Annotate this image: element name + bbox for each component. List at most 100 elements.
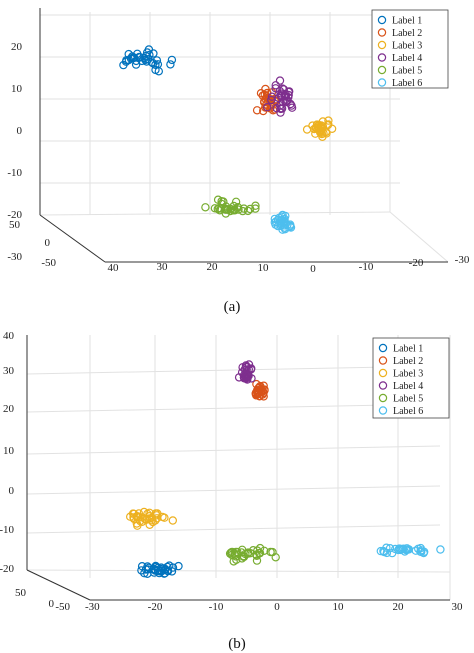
panel-b-grid: [26, 335, 451, 600]
legend-marker-6: [377, 78, 387, 87]
legend-label-5: Label 5: [392, 66, 422, 77]
panel-b-axes: [26, 335, 450, 601]
point-a-1: [119, 60, 128, 70]
legend-label-1: Label 1: [393, 344, 423, 355]
panel-b-y-ticks: 50 0 -50: [15, 587, 70, 613]
b-ztick-40: 40: [3, 330, 15, 342]
point-a-2: [261, 84, 270, 94]
legend-label-5: Label 5: [393, 394, 423, 405]
b-xtick-30: 30: [452, 601, 464, 613]
legend-label-3: Label 3: [392, 41, 422, 52]
legend-marker-5: [377, 65, 387, 75]
point-b-3: [153, 509, 162, 518]
b-ytick-m50: -50: [55, 601, 70, 613]
b-ztick-10: 10: [3, 445, 15, 457]
point-b-1: [163, 562, 172, 572]
point-b-3: [145, 520, 154, 530]
a-xtick-m30: -30: [455, 254, 470, 266]
point-a-4: [276, 101, 285, 110]
legend-label-4: Label 4: [392, 53, 422, 64]
point-b-6: [388, 548, 397, 558]
point-b-5: [227, 550, 236, 560]
point-b-1: [151, 561, 160, 571]
point-a-1: [166, 60, 175, 69]
panel-a-points: [119, 45, 337, 234]
legend-label-4: Label 4: [393, 381, 423, 392]
point-a-3: [302, 125, 312, 134]
point-b-1: [137, 566, 146, 575]
a-xtick-m10: -10: [359, 261, 374, 273]
point-a-4: [267, 95, 276, 105]
legend-marker-5: [378, 393, 388, 403]
point-b-6: [385, 544, 395, 553]
panel-a-axes: [39, 8, 448, 263]
point-b-1: [174, 561, 183, 571]
b-xtick-m30: -30: [85, 601, 100, 613]
point-a-4: [271, 84, 280, 93]
point-a-3: [314, 125, 324, 134]
point-b-6: [419, 548, 428, 558]
point-a-1: [149, 49, 158, 58]
caption-b: (b): [228, 636, 246, 652]
a-xtick-m20: -20: [409, 257, 424, 269]
panel-a-z-ticks: 20 10 0 -10 -20 -30: [7, 41, 22, 263]
b-xtick-0: 0: [274, 601, 280, 613]
panel-a-x-ticks: 40 30 20 10 0 -10 -20 -30: [108, 254, 470, 275]
a-ztick-m30: -30: [7, 251, 22, 263]
point-a-5: [243, 206, 253, 216]
panel-a: 20 10 0 -10 -20 -30 50 0 -50 40 30 20 10…: [7, 8, 470, 315]
panel-a-y-ticks: 50 0 -50: [9, 219, 56, 269]
legend-marker-3: [378, 368, 388, 378]
point-a-5: [234, 205, 243, 214]
a-ztick-10: 10: [11, 83, 23, 95]
b-ztick-m20: -20: [0, 563, 14, 575]
panel-a-grid: [39, 12, 449, 263]
point-b-4: [246, 364, 256, 373]
point-a-5: [238, 206, 247, 216]
caption-a: (a): [224, 299, 241, 315]
point-a-5: [221, 204, 230, 213]
point-b-5: [231, 552, 241, 561]
point-a-4: [287, 103, 297, 112]
panel-b-points: [125, 360, 445, 579]
legend-label-2: Label 2: [393, 356, 423, 367]
point-a-4: [281, 89, 290, 99]
legend-label-3: Label 3: [393, 369, 423, 380]
point-b-5: [255, 543, 265, 553]
legend-label-6: Label 6: [393, 406, 423, 417]
panel-b: 40 30 20 10 0 -10 -20 50 0 -50 -30 -20 -…: [0, 330, 463, 652]
a-xtick-20: 20: [207, 261, 219, 273]
point-a-3: [318, 117, 328, 126]
point-b-5: [252, 556, 262, 565]
point-a-4: [267, 92, 277, 101]
a-ztick-20: 20: [11, 41, 23, 53]
b-ytick-0: 0: [49, 598, 55, 610]
point-b-1: [137, 562, 147, 571]
b-legend-box: [372, 337, 450, 419]
point-a-5: [201, 203, 210, 212]
panel-b-x-ticks: -30 -20 -10 0 10 20 30: [85, 601, 463, 613]
b-ztick-30: 30: [3, 365, 15, 377]
point-b-5: [246, 549, 255, 558]
point-a-5: [251, 204, 260, 213]
b-xtick-m20: -20: [148, 601, 163, 613]
b-xtick-10: 10: [333, 601, 345, 613]
point-b-5: [266, 547, 275, 557]
a-xtick-30: 30: [157, 261, 169, 273]
point-b-5: [271, 553, 280, 562]
point-a-4: [275, 76, 285, 85]
point-b-4: [247, 374, 256, 383]
point-a-1: [152, 56, 162, 65]
point-a-5: [219, 197, 228, 206]
b-xtick-m10: -10: [209, 601, 224, 613]
point-b-2: [259, 381, 268, 390]
a-ztick-m20: -20: [7, 209, 22, 221]
legend-label-1: Label 1: [392, 16, 422, 27]
point-b-6: [395, 544, 404, 553]
point-a-3: [313, 121, 322, 131]
b-ytick-50: 50: [15, 587, 27, 599]
point-b-6: [436, 545, 445, 554]
